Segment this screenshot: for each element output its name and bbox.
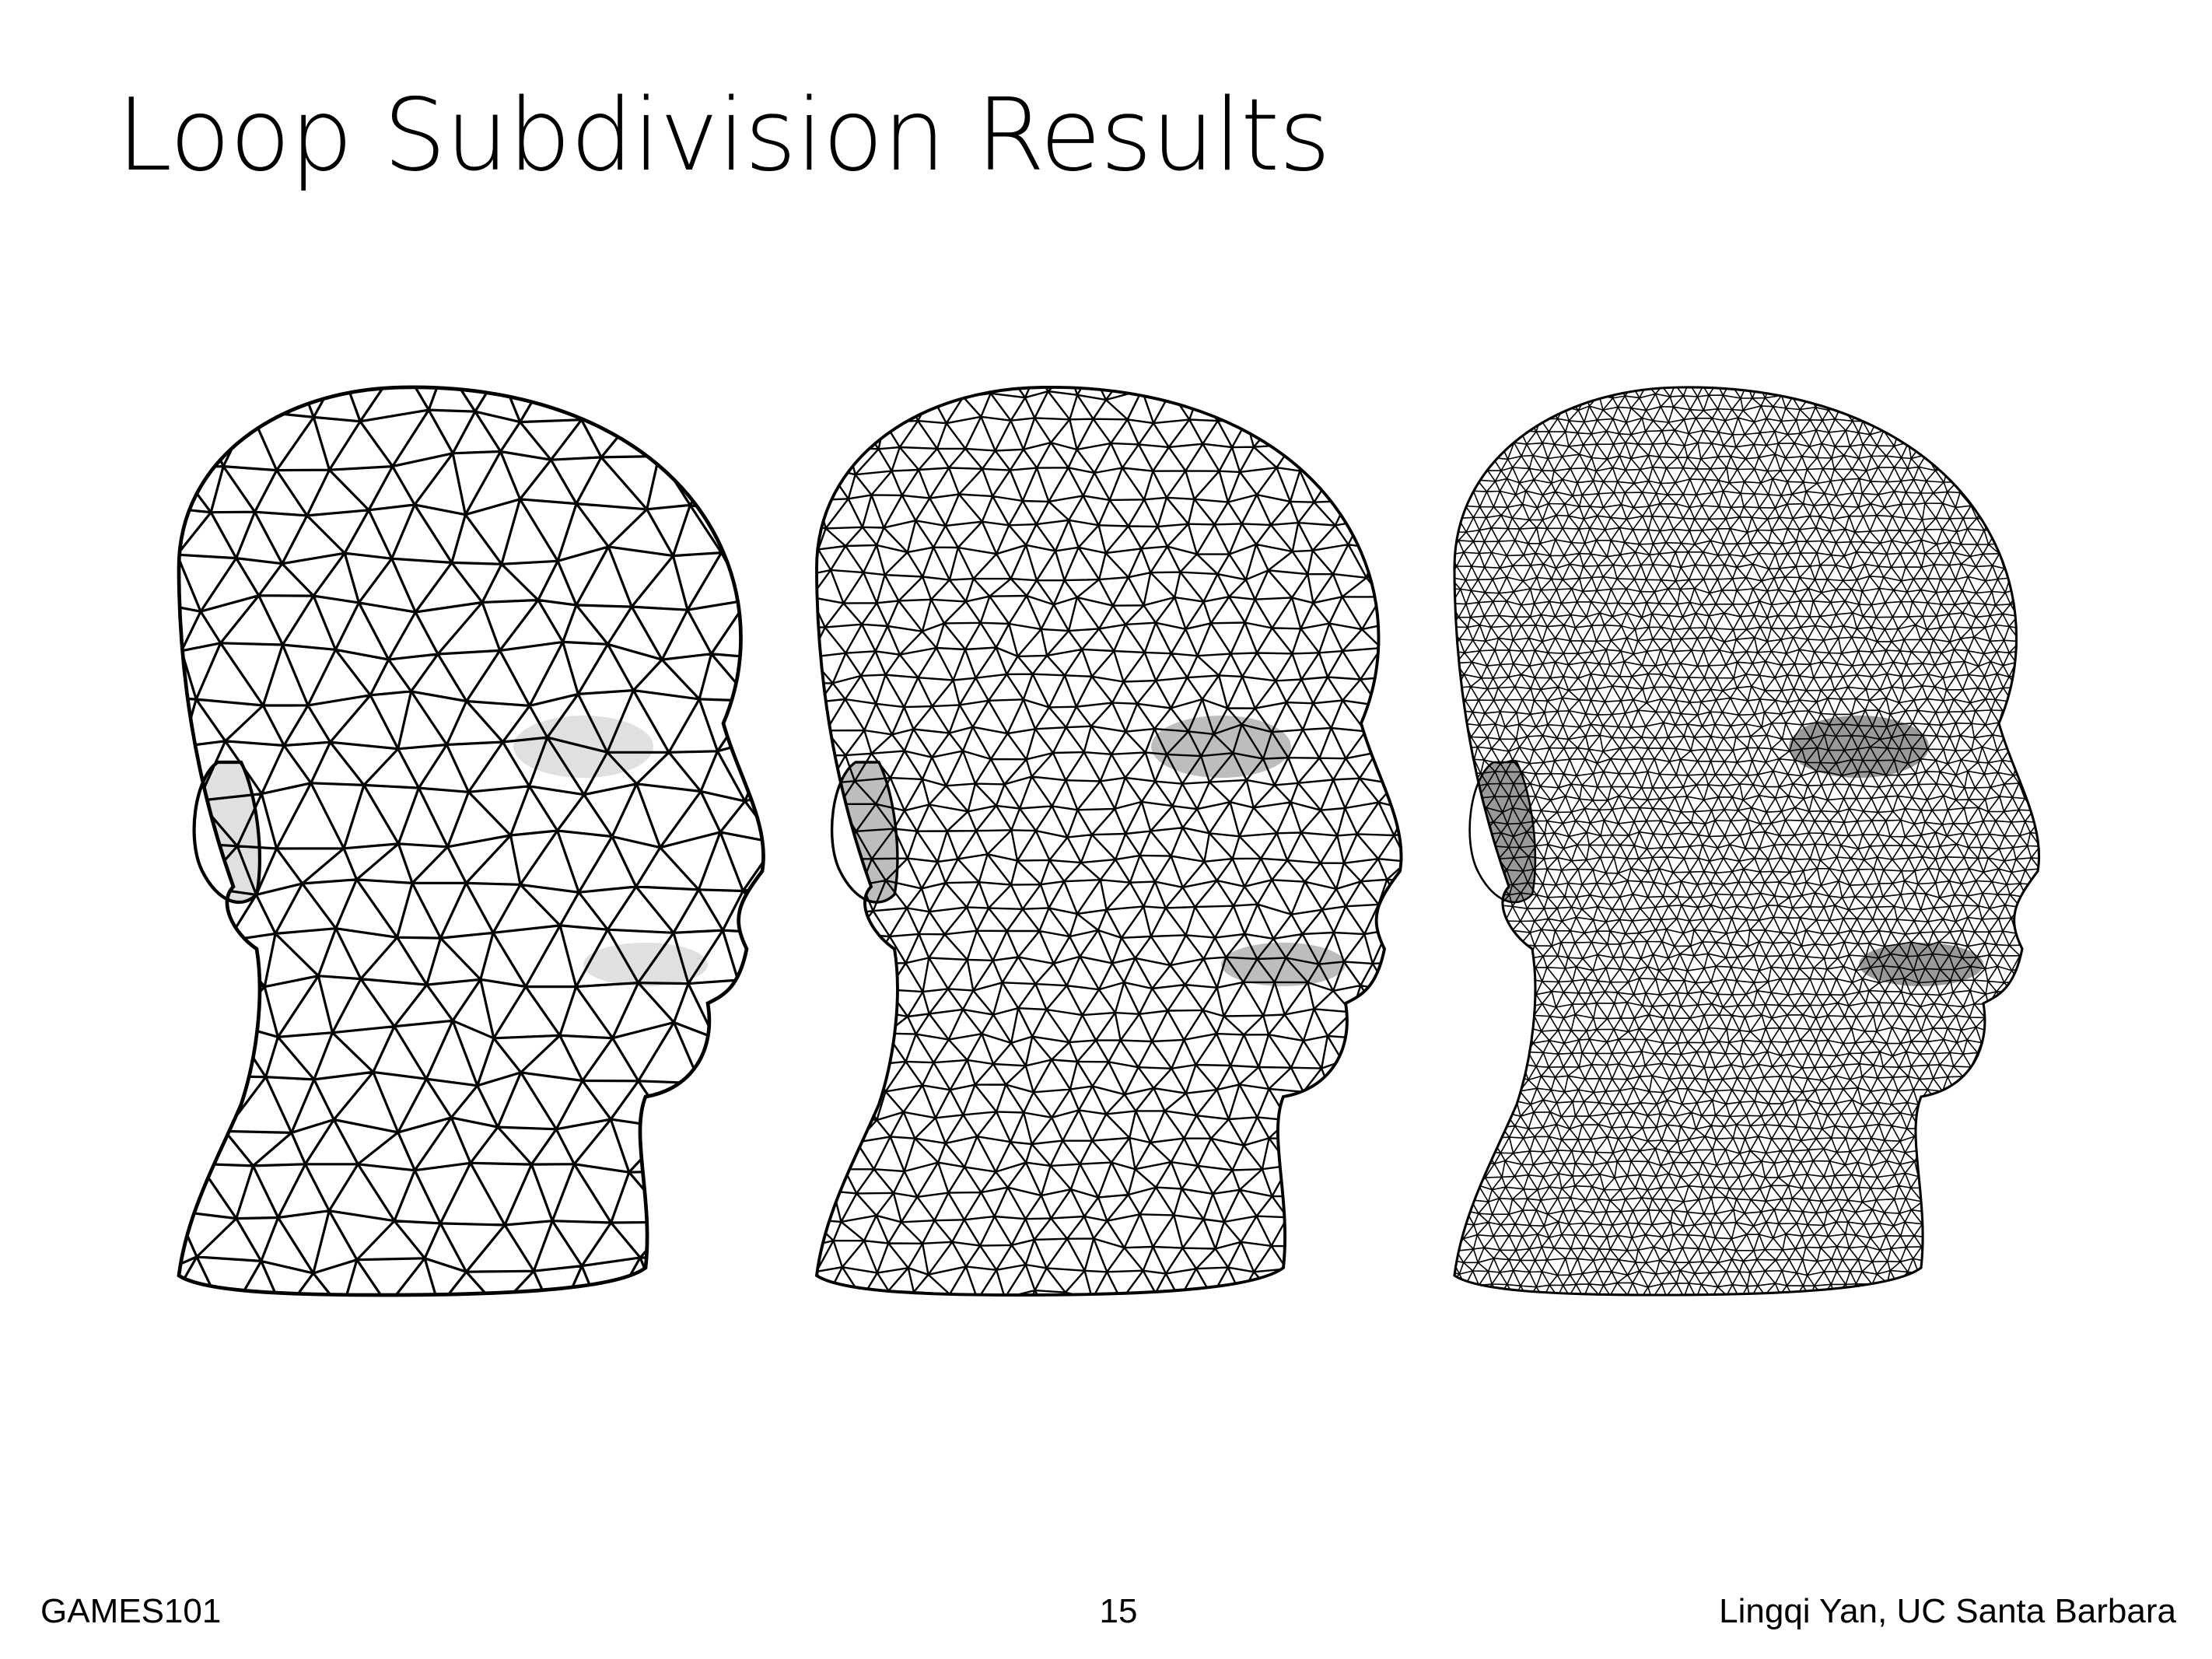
page-number: 15	[1099, 1592, 1138, 1630]
head-mesh-medium	[815, 385, 1403, 1297]
footer-author: Lingqi Yan, UC Santa Barbara	[1719, 1592, 2176, 1630]
slide-title: Loop Subdivision Results	[117, 78, 1331, 194]
head-mesh-coarse-wireframe	[179, 387, 764, 1296]
footer-course: GAMES101	[40, 1592, 222, 1630]
head-mesh-fine	[1453, 386, 2041, 1297]
head-mesh-illustration	[148, 373, 2041, 1314]
head-mesh-coarse	[148, 373, 838, 1314]
head-mesh-figure	[148, 373, 2077, 1314]
